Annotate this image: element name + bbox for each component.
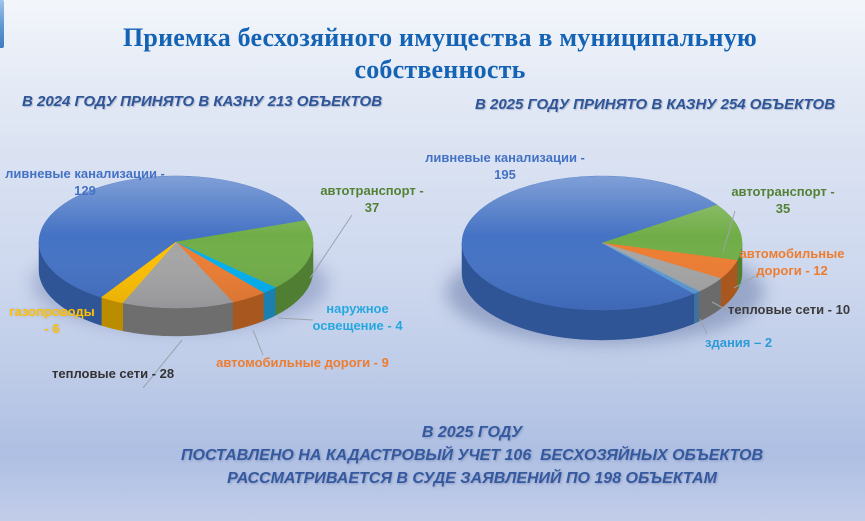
pie-gloss: [462, 176, 742, 310]
leader-line-1: [733, 275, 756, 289]
leader-line-2: [252, 329, 264, 356]
corner-accent-bar: [0, 0, 4, 48]
leader-line-3: [699, 318, 708, 335]
label-buildings-2025: здания – 2: [705, 335, 773, 350]
pie-chart-2025: ливневые канализации - 195 автотранспорт…: [425, 140, 865, 406]
footer-line-1: В 2025 ГОДУ: [421, 424, 523, 441]
footer-summary: В 2025 ГОДУ ПОСТАВЛЕНО НА КАДАСТРОВЫЙ УЧ…: [122, 421, 822, 490]
footer-line-2: ПОСТАВЛЕНО НА КАДАСТРОВЫЙ УЧЕТ 106 БЕСХО…: [181, 447, 763, 464]
label-storm-drains-2024: ливневые канализации - 129: [5, 166, 165, 198]
label-outdoor-lighting-2024: наружное освещение - 4: [312, 301, 403, 333]
heading-2025: В 2025 ГОДУ ПРИНЯТО В КАЗНУ 254 ОБЪЕКТОВ: [475, 96, 836, 113]
pie-chart-2024: ливневые канализации - 129 автотранспорт…: [5, 140, 445, 406]
leader-line-3: [142, 339, 183, 389]
page-title: Приемка бесхозяйного имущества в муницип…: [123, 23, 757, 84]
leader-line-2: [711, 301, 728, 311]
label-roads-2025: автомобильные дороги - 12: [739, 246, 845, 278]
pie-side-наружное освещение: [263, 287, 276, 322]
pie-gloss: [39, 176, 313, 308]
label-gas-pipelines-2024: газопроводы - 6: [9, 304, 95, 336]
pie-2025-svg: [461, 175, 756, 341]
label-vehicles-2024: автотранспорт - 37: [320, 183, 424, 215]
pie-2024-svg: [38, 175, 353, 389]
pie-side-здания: [693, 290, 700, 324]
label-storm-drains-2025: ливневые канализации - 195: [425, 150, 585, 182]
heading-2024: В 2024 ГОДУ ПРИНЯТО В КАЗНУ 213 ОБЪЕКТОВ: [22, 93, 383, 110]
leader-line-0: [309, 214, 353, 279]
leader-line-1: [277, 317, 314, 321]
leader-line-0: [722, 210, 736, 253]
label-heating-networks-2024: тепловые сети - 28: [52, 366, 175, 381]
label-vehicles-2025: автотранспорт - 35: [731, 184, 835, 216]
label-heating-networks-2025: тепловые сети - 10: [728, 302, 851, 317]
footer-line-3: РАССМАТРИВАЕТСЯ В СУДЕ ЗАЯВЛЕНИЙ ПО 198 …: [227, 470, 717, 487]
label-roads-2024: автомобильные дороги - 9: [216, 355, 389, 370]
